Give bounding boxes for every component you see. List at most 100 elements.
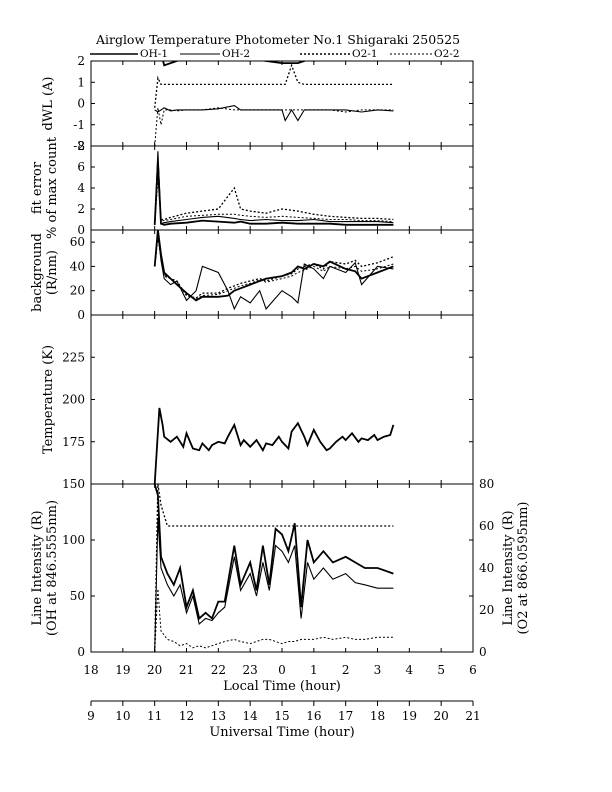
panel-frame — [90, 60, 474, 147]
panel-background: 60 40 20 0 background (R/nm) — [30, 229, 474, 322]
y-tick-label: 50 — [70, 589, 85, 603]
y-tick-label: 100 — [62, 533, 85, 547]
ut-tick-label: 16 — [306, 709, 321, 723]
y-tick-label: 200 — [62, 393, 85, 407]
y-tick-label: 0 — [77, 97, 85, 111]
y-axis-label: fit error — [30, 161, 45, 214]
y-tick-label: 4 — [77, 181, 85, 195]
local-time-tick-label: 22 — [211, 663, 226, 677]
y-tick-label: 1 — [77, 75, 85, 89]
local-time-tick-label: 6 — [469, 663, 477, 677]
y-tick-label: 60 — [70, 235, 85, 249]
y-tick-label: 0 — [77, 645, 85, 659]
series-line-oh-1 — [153, 161, 394, 226]
series-line-o2-1 — [154, 172, 394, 225]
ut-tick-label: 19 — [402, 709, 417, 723]
y-tick-label: 0 — [77, 308, 85, 322]
y-tick-label-right: 80 — [479, 477, 494, 491]
local-time-tick-label: 21 — [179, 663, 194, 677]
series-line-o2-1 — [154, 63, 394, 108]
series-line-oh-2 — [154, 105, 394, 122]
panel-dwl: 2 1 0 -1 -2 dWL (A) — [41, 54, 474, 153]
series-line-o2-2 — [154, 588, 394, 652]
y-tick-label-right: 0 — [479, 645, 487, 659]
y-axis-label: dWL (A) — [41, 77, 56, 131]
local-time-tick-label: 3 — [374, 663, 382, 677]
series-line-o2-2 — [154, 107, 394, 146]
local-time-tick-label: 20 — [147, 663, 162, 677]
series-line-o2-2 — [154, 177, 394, 225]
panel-frame — [90, 145, 474, 231]
y-axis-label-2: (R/nm) — [45, 250, 60, 295]
y-tick-label: 20 — [70, 284, 85, 298]
local-time-label: Local Time (hour) — [223, 679, 341, 694]
panel-frame — [90, 483, 474, 653]
local-time-ticks: 18 19 20 21 22 23 0 1 2 3 4 5 6 — [83, 663, 476, 677]
local-time-tick-label: 5 — [437, 663, 445, 677]
y-tick-label: 0 — [77, 223, 85, 237]
ut-ticks: 9 10 11 12 13 14 15 16 17 18 19 20 21 — [87, 701, 481, 723]
universal-time-axis: 9 10 11 12 13 14 15 16 17 18 19 20 21 Universal Time… — [87, 700, 481, 740]
y-axis-label: Line Intensity (R) — [30, 510, 45, 625]
ut-tick-label: 21 — [465, 709, 480, 723]
legend-label-o22: O2-2 — [434, 48, 460, 60]
y-axis-label: background — [30, 233, 45, 312]
local-time-tick-label: 19 — [115, 663, 130, 677]
y-tick-label: 175 — [62, 435, 85, 449]
y-tick-label: 2 — [77, 202, 85, 216]
ut-tick-label: 14 — [243, 709, 259, 723]
y-tick-label: 40 — [70, 259, 85, 273]
y-tick-label: 8 — [77, 139, 85, 153]
legend-label-o21: O2-1 — [352, 48, 378, 60]
y-tick-label: 225 — [62, 350, 85, 364]
ut-label: Universal Time (hour) — [209, 725, 354, 740]
local-time-tick-label: 1 — [310, 663, 318, 677]
legend-label-oh2: OH-2 — [222, 48, 250, 60]
y-axis-label-2: (OH at 846.5555nm) — [45, 500, 60, 636]
ut-tick-label: 15 — [274, 709, 289, 723]
series-line-o2-1 — [154, 236, 394, 299]
panel-temperature: 225 200 175 Temperature (K) — [41, 314, 474, 485]
series-line-oh-2 — [154, 232, 394, 311]
legend: OH-1 OH-2 O2-1 O2-2 — [90, 48, 460, 60]
ut-tick-label: 11 — [147, 709, 162, 723]
panel-frame — [90, 314, 474, 485]
y-axis-label-right-2: (O2 at 866.0595nm) — [516, 501, 531, 634]
series-line-oh-1 — [153, 484, 394, 621]
y-tick-label: -2 — [73, 139, 85, 153]
local-time-tick-label: 23 — [243, 663, 258, 677]
ut-tick-label: 20 — [434, 709, 449, 723]
local-time-tick-label: 4 — [406, 663, 414, 677]
series-line-o2-1 — [154, 484, 394, 652]
ut-tick-label: 12 — [179, 709, 194, 723]
y-tick-label: 6 — [77, 160, 85, 174]
ut-tick-label: 9 — [87, 709, 95, 723]
y-tick-label: 2 — [77, 54, 85, 68]
series-line-oh-1 — [153, 230, 394, 302]
local-time-tick-label: 18 — [83, 663, 98, 677]
y-tick-label: 150 — [62, 477, 85, 491]
local-time-axis: 18 19 20 21 22 23 0 1 2 3 4 5 6 Local Time (hour) — [83, 663, 476, 694]
y-axis-label-right: Line Intensity (R) — [501, 510, 516, 625]
series-line-oh-2 — [154, 151, 394, 225]
panel-frame — [90, 229, 474, 316]
figure-title: Airglow Temperature Photometer No.1 Shig… — [95, 32, 460, 47]
series-line-oh-1 — [162, 61, 318, 67]
y-tick-label-right: 40 — [479, 561, 494, 575]
ut-tick-label: 10 — [115, 709, 130, 723]
local-time-tick-label: 2 — [342, 663, 350, 677]
y-tick-label-right: 60 — [479, 519, 494, 533]
legend-label-oh1: OH-1 — [140, 48, 168, 60]
series-line-oh-1 — [153, 407, 395, 484]
y-axis-label: Temperature (K) — [41, 345, 56, 454]
y-tick-label-right: 20 — [479, 603, 494, 617]
panel-fit_error: 8 6 4 2 0 fit error% of max count — [30, 136, 474, 239]
ut-tick-label: 17 — [338, 709, 353, 723]
series-line-oh-2 — [154, 517, 394, 652]
y-axis-label-2: % of max count — [45, 136, 60, 239]
ut-tick-label: 13 — [211, 709, 226, 723]
local-time-tick-label: 0 — [278, 663, 286, 677]
